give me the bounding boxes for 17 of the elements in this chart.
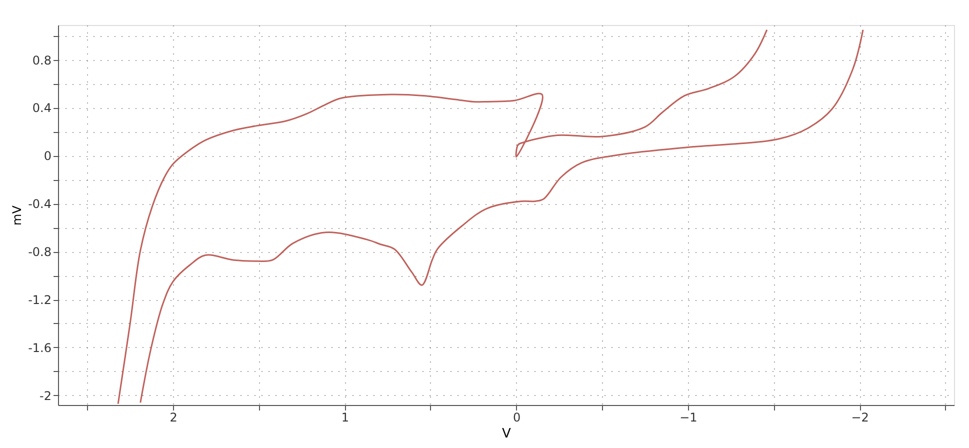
y-tick-label: 0.8	[32, 53, 52, 68]
y-tick-label: 0.4	[32, 101, 52, 116]
y-tick-label: -2	[40, 388, 52, 403]
y-tick-label: 0	[44, 149, 52, 164]
y-tick-label: -0.8	[28, 245, 52, 260]
y-axis-title: mV	[10, 204, 24, 226]
x-tick-label: −2	[851, 410, 869, 424]
line-series	[117, 29, 768, 405]
x-tick-label: −1	[680, 410, 698, 424]
y-tick-label: -1.2	[28, 293, 52, 308]
x-axis-title: V	[502, 426, 512, 442]
line-series	[140, 29, 864, 404]
y-tick-label: -0.4	[28, 197, 52, 212]
y-tick-label: -1.6	[28, 340, 52, 355]
x-tick-label: 2	[170, 410, 178, 424]
x-tick-label: 1	[341, 410, 349, 424]
x-tick-label: 0	[512, 410, 521, 424]
